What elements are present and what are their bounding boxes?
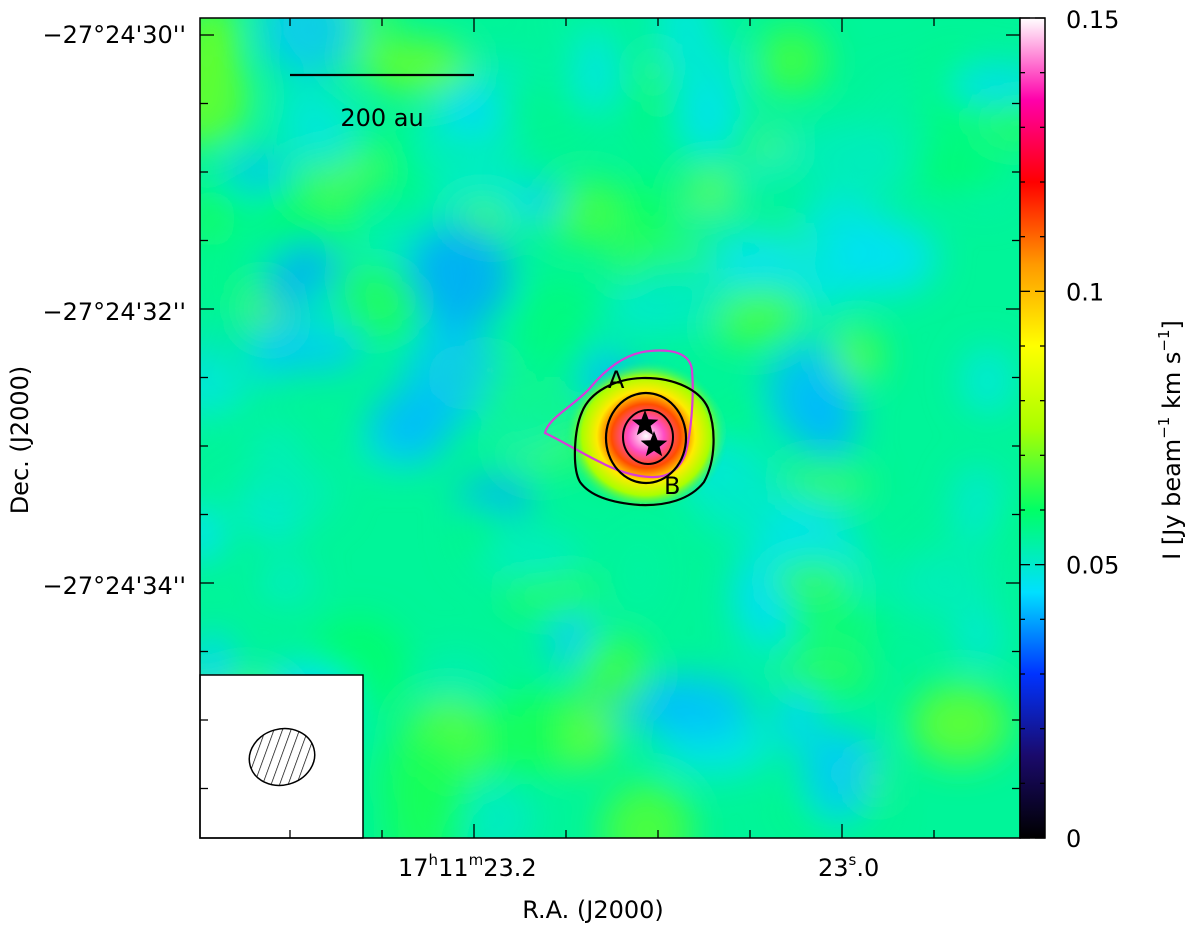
colorbar	[1020, 18, 1045, 838]
noise-blob	[796, 119, 901, 196]
y-tick-label-1: −27°24'32''	[42, 298, 186, 326]
noise-blob	[686, 109, 730, 161]
noise-blob	[615, 529, 663, 617]
noise-blob	[911, 150, 1013, 189]
colorbar-tick-label-0: 0	[1066, 825, 1081, 853]
noise-blob	[406, 108, 520, 189]
noise-blob	[802, 729, 875, 824]
noise-blob	[601, 782, 693, 838]
x-tick-0-h: h	[429, 851, 439, 869]
noise-blob	[960, 345, 1015, 416]
noise-blob	[834, 330, 882, 382]
noise-blob	[840, 220, 937, 295]
noise-blob	[200, 189, 236, 249]
map-image	[200, 18, 1020, 838]
x-tick-label-1: 23s.0	[818, 851, 879, 882]
noise-blob	[518, 277, 603, 378]
colorbar-tick-label-1: 0.05	[1066, 552, 1119, 580]
colorbar-tick-label-2: 0.1	[1066, 278, 1104, 306]
contour-outer	[573, 376, 715, 507]
colorbar-label-part-1: km s	[1158, 352, 1186, 417]
colorbar-tick-labels: 0 0.05 0.1 0.15	[1066, 6, 1119, 853]
colorbar-label-sup-0: −1	[1155, 417, 1173, 439]
noise-blob	[620, 258, 730, 335]
contour-middle	[604, 391, 688, 485]
noise-blob	[259, 18, 360, 77]
x-tick-1-seconds: 23	[818, 854, 849, 882]
noise-blob	[365, 37, 469, 94]
noise-blob	[489, 75, 602, 158]
noise-blob	[369, 388, 452, 462]
noise-blob	[258, 561, 313, 603]
noise-blob	[776, 679, 819, 753]
noise-blob	[655, 18, 714, 72]
x-tick-0-hours: 17	[398, 854, 429, 882]
noise-blob	[571, 32, 622, 113]
y-tick-label-2: −27°24'34''	[42, 572, 186, 600]
beam-ellipse	[248, 727, 316, 787]
noise-blob	[385, 776, 464, 838]
colorbar-frame	[1019, 17, 1046, 839]
noise-blob	[768, 561, 857, 601]
map-noise	[200, 18, 1020, 838]
noise-blob	[476, 531, 587, 583]
colorbar-label-part-0: I [Jy beam	[1158, 439, 1186, 560]
colorbar-label-part-2: ]	[1158, 320, 1186, 329]
map-ticks	[200, 18, 1020, 838]
y-tick-label-0: −27°24'30''	[42, 21, 186, 49]
noise-blob	[258, 204, 337, 248]
colorbar-tick-label-3: 0.15	[1066, 6, 1119, 34]
source-b-label: B	[664, 472, 680, 500]
noise-blob	[577, 634, 651, 711]
x-axis-label: R.A. (J2000)	[522, 896, 664, 924]
noise-blob	[201, 295, 257, 378]
contour-inner	[622, 409, 674, 465]
noise-blob	[888, 552, 998, 617]
scale-bar-label: 200 au	[340, 104, 423, 132]
noise-blob	[636, 674, 753, 740]
contour-magenta	[543, 349, 694, 479]
noise-blob	[405, 223, 513, 329]
source-a-marker	[631, 410, 659, 436]
noise-blob	[778, 649, 874, 693]
x-tick-label-0: 17h11m23.2	[398, 851, 537, 882]
noise-blob	[248, 459, 340, 526]
noise-blob	[799, 385, 859, 460]
noise-blob	[757, 26, 827, 95]
colorbar-label: I [Jy beam−1 km s−1]	[1155, 320, 1186, 560]
colorbar-ticks	[1020, 17, 1045, 839]
noise-blob	[200, 358, 250, 417]
noise-blob	[952, 464, 1004, 549]
x-tick-0-minutes: 11	[438, 854, 469, 882]
noise-blob	[436, 88, 503, 132]
source-b-marker	[640, 431, 668, 457]
colorbar-label-sup-1: −1	[1155, 330, 1173, 352]
noise-blob	[476, 692, 575, 778]
noise-blob	[200, 44, 250, 149]
noise-blob	[955, 608, 1003, 668]
noise-blob	[531, 18, 621, 43]
x-tick-1-s: s	[849, 851, 857, 869]
noise-blob	[615, 179, 676, 242]
noise-blob	[785, 599, 881, 645]
y-axis-label: Dec. (J2000)	[6, 366, 34, 515]
noise-blob	[223, 151, 289, 190]
emission-peak	[564, 360, 728, 512]
noise-blob	[910, 683, 1010, 764]
noise-blob	[200, 257, 255, 309]
noise-blob	[672, 202, 749, 251]
x-tick-0-m: m	[469, 851, 484, 869]
x-tick-0-seconds: 23.2	[483, 854, 536, 882]
noise-blob	[944, 65, 1020, 107]
source-a-label: A	[608, 366, 625, 394]
noise-blob	[718, 402, 766, 439]
noise-blob	[296, 92, 360, 174]
noise-blob	[291, 286, 352, 340]
x-tick-1-frac: .0	[856, 854, 879, 882]
